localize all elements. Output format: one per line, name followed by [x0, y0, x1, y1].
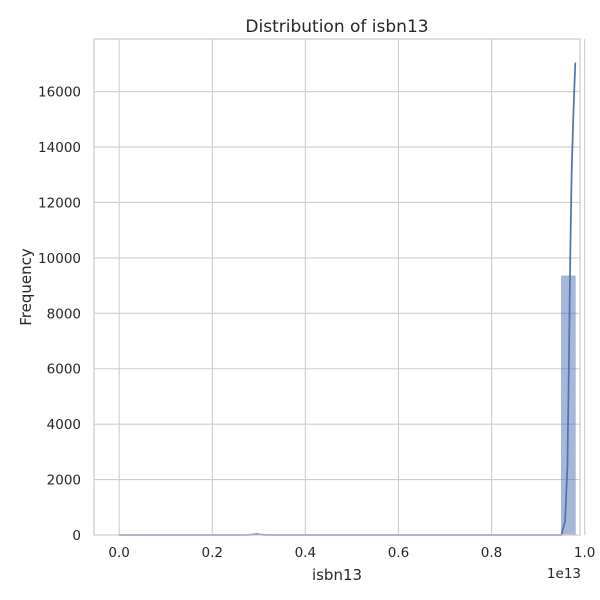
x-tick-label: 1.0: [574, 545, 595, 561]
y-tick-label: 0: [72, 528, 81, 544]
x-tick-label: 0.6: [388, 545, 409, 561]
chart-title: Distribution of isbn13: [245, 17, 428, 37]
x-tick-label: 0.8: [481, 545, 502, 561]
x-tick-label: 0.0: [108, 545, 129, 561]
y-tick-label: 10000: [38, 251, 81, 267]
y-tick-label: 8000: [47, 306, 81, 322]
x-axis-offset-text: 1e13: [547, 566, 581, 582]
y-tick-label: 4000: [47, 417, 81, 433]
y-axis-label: Frequency: [17, 248, 35, 326]
y-tick-label: 6000: [47, 362, 81, 378]
grid-lines: [94, 39, 586, 536]
x-tick-label: 0.2: [201, 545, 222, 561]
x-tick-labels: 0.0 0.2 0.4 0.6 0.8 1.0: [108, 545, 595, 561]
x-tick-label: 0.4: [295, 545, 316, 561]
y-tick-label: 16000: [38, 85, 81, 101]
plot-frame: [93, 38, 581, 536]
y-tick-label: 14000: [38, 140, 81, 156]
y-tick-label: 12000: [38, 195, 81, 211]
x-axis-label: isbn13: [312, 566, 362, 584]
y-tick-labels: 0 2000 4000 6000 8000 10000 12000 14000 16000: [38, 85, 81, 544]
y-tick-label: 2000: [47, 473, 81, 489]
